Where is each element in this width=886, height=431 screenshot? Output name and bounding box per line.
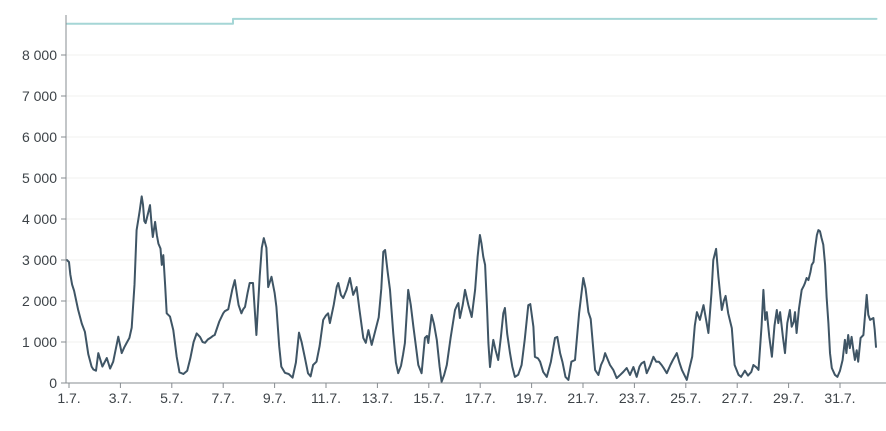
y-tick-label: 2 000 <box>22 293 57 309</box>
x-tick-label: 17.7. <box>465 390 496 406</box>
x-tick-label: 1.7. <box>57 390 80 406</box>
x-tick-label: 15.7. <box>413 390 444 406</box>
x-tick-label: 11.7. <box>311 390 341 406</box>
y-tick-label: 3 000 <box>22 252 57 268</box>
y-tick-label: 0 <box>49 375 57 391</box>
x-tick-label: 25.7. <box>670 390 701 406</box>
x-tick-label: 3.7. <box>109 390 132 406</box>
x-tick-label: 5.7. <box>160 390 183 406</box>
y-tick-label: 4 000 <box>22 211 57 227</box>
x-tick-label: 29.7. <box>773 390 804 406</box>
y-tick-label: 7 000 <box>22 88 57 104</box>
y-tick-label: 6 000 <box>22 129 57 145</box>
x-tick-label: 13.7. <box>362 390 393 406</box>
y-tick-label: 8 000 <box>22 47 57 63</box>
y-tick-label: 1 000 <box>22 334 57 350</box>
x-tick-label: 9.7. <box>263 390 286 406</box>
x-tick-label: 21.7. <box>567 390 598 406</box>
x-tick-label: 23.7. <box>619 390 650 406</box>
x-tick-label: 19.7. <box>516 390 547 406</box>
x-tick-label: 31.7. <box>824 390 855 406</box>
y-tick-label: 5 000 <box>22 170 57 186</box>
x-tick-label: 7.7. <box>212 390 235 406</box>
x-tick-label: 27.7. <box>722 390 753 406</box>
series-line-ceiling-step <box>65 17 878 25</box>
series-line-hourly-values <box>65 195 877 383</box>
